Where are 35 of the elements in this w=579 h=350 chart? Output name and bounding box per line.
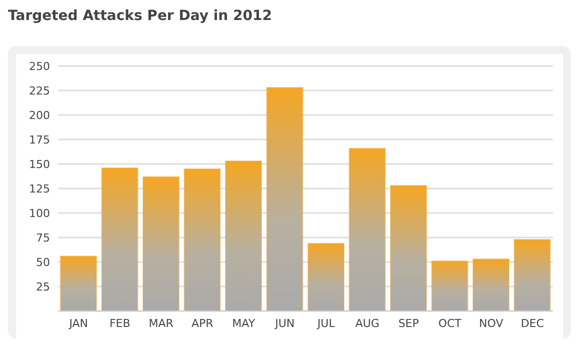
x-tick-label: DEC [520, 316, 544, 330]
bar [348, 148, 386, 311]
y-tick-label: 75 [36, 231, 50, 244]
x-tick-label: MAR [148, 316, 174, 330]
y-tick-label: 125 [29, 182, 50, 196]
y-tick-label: 150 [29, 158, 50, 171]
y-tick-label: 100 [29, 206, 50, 220]
chart-title: Targeted Attacks Per Day in 2012 [8, 8, 273, 24]
x-tick-label: JUL [316, 316, 336, 330]
bar [184, 168, 221, 311]
x-tick-label: APR [191, 316, 214, 330]
x-tick-label: JAN [68, 316, 88, 330]
x-tick-label: JUN [274, 316, 295, 330]
bar [266, 87, 304, 311]
y-tick-label: 175 [29, 133, 50, 146]
x-tick-label: MAY [232, 316, 256, 330]
y-tick-label: 25 [36, 280, 50, 294]
x-tick-label: AUG [355, 316, 380, 330]
y-tick-label: 50 [36, 256, 50, 269]
bar [431, 260, 468, 311]
x-tick-label: OCT [438, 316, 462, 330]
x-tick-label: FEB [109, 316, 130, 330]
bar [514, 238, 551, 311]
bar [472, 258, 510, 311]
bar [142, 176, 180, 311]
bar [224, 160, 262, 311]
bar [101, 167, 138, 311]
x-tick-label: NOV [479, 316, 504, 330]
y-tick-label: 250 [29, 60, 50, 73]
bar [390, 185, 427, 311]
x-tick-label: SEP [398, 316, 420, 330]
y-tick-label: 225 [29, 84, 50, 98]
y-tick-label: 200 [29, 108, 50, 122]
bar [307, 242, 344, 311]
bar [60, 256, 97, 311]
